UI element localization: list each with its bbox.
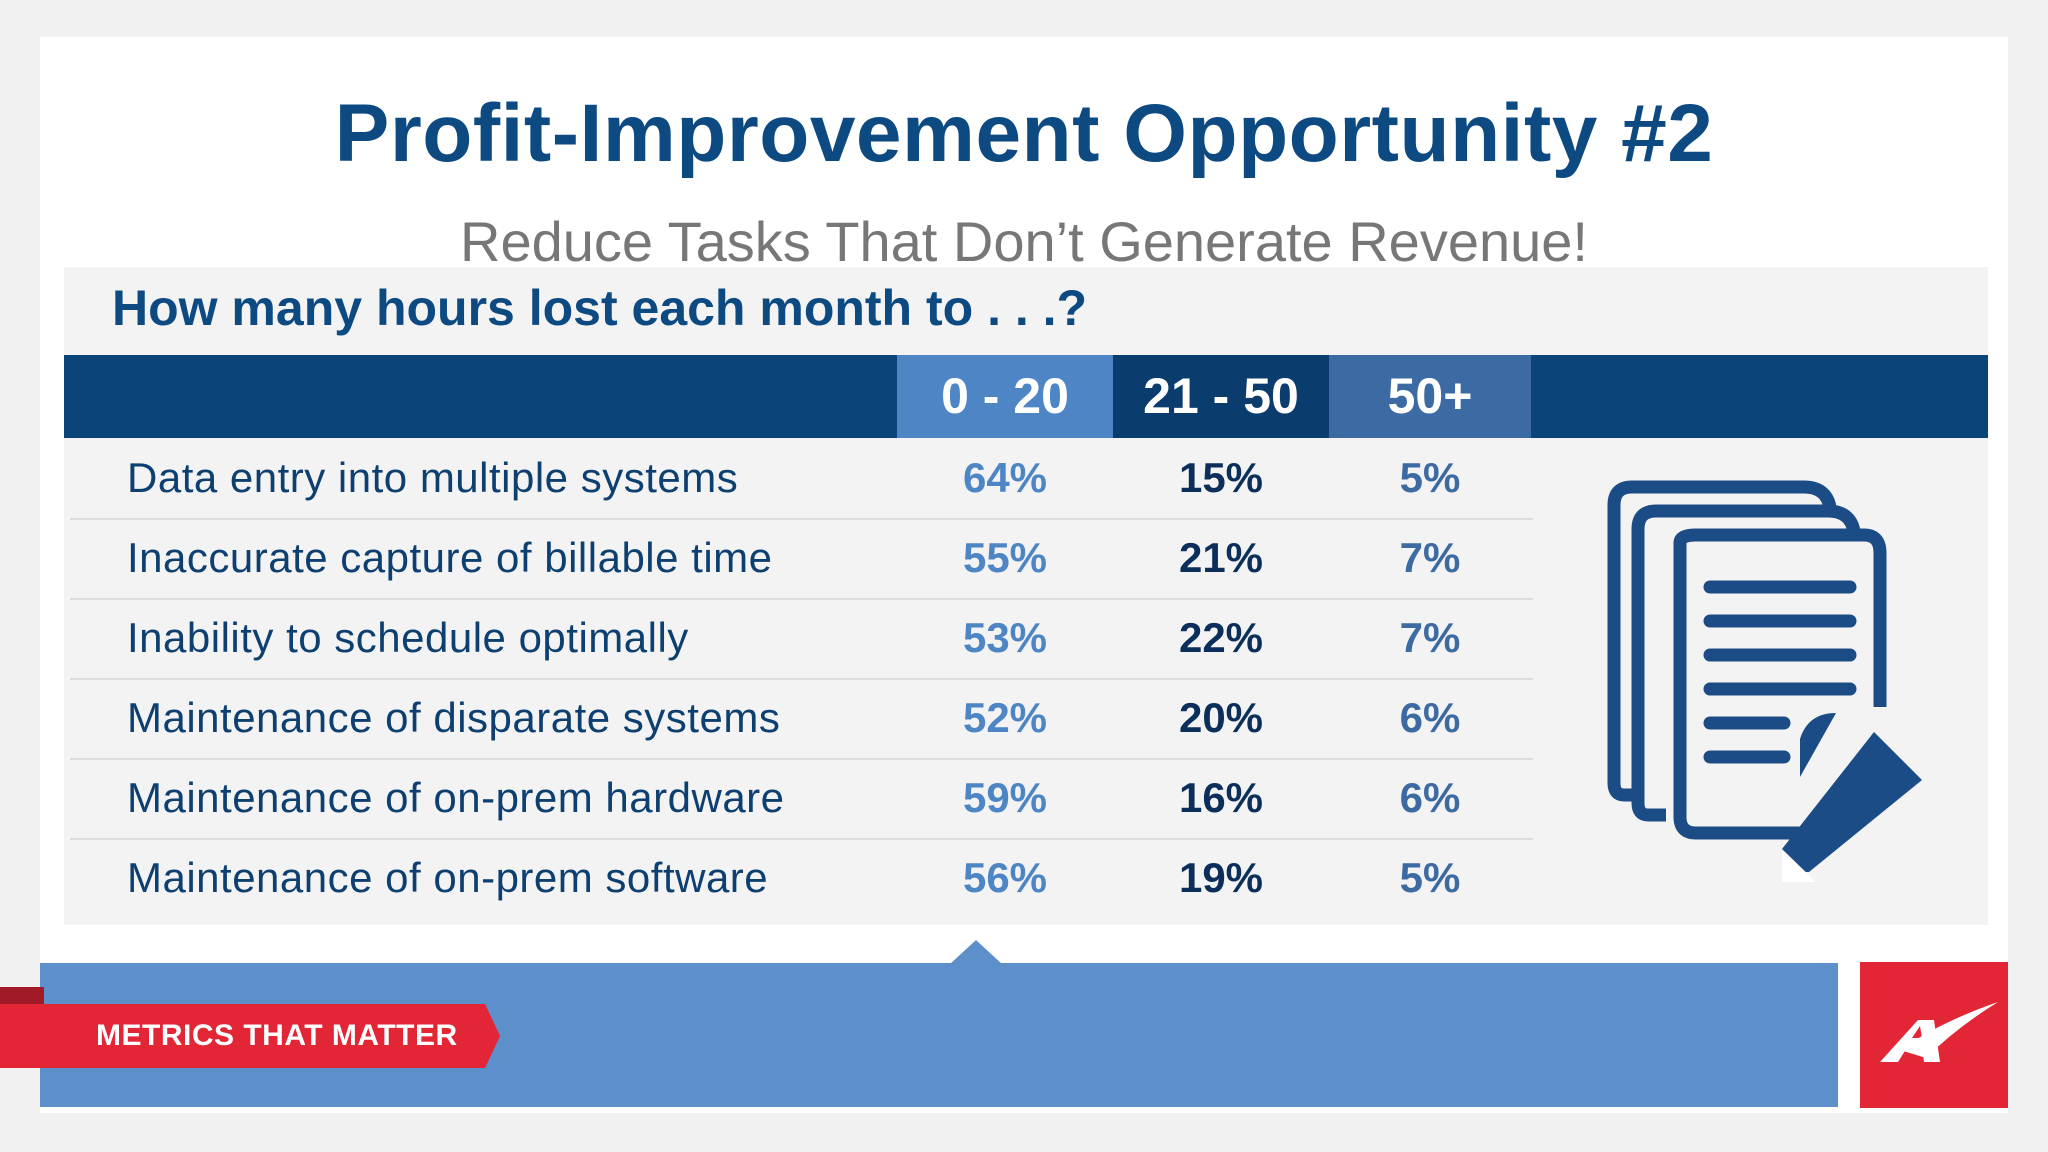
table-row: Maintenance of on-prem hardware 59% 16% … (70, 758, 1533, 840)
row-label: Maintenance of on-prem software (127, 854, 769, 901)
value-21-50: 19% (1178, 854, 1264, 901)
value-50-plus: 7% (1399, 534, 1461, 581)
metrics-ribbon: METRICS THAT MATTER (0, 1004, 500, 1068)
value-50-plus: 6% (1399, 694, 1461, 741)
value-0-20: 64% (962, 454, 1048, 501)
survey-question: How many hours lost each month to . . .? (112, 280, 1088, 336)
value-0-20: 59% (962, 774, 1048, 821)
value-50-plus: 5% (1399, 854, 1461, 901)
ribbon-fold (0, 987, 44, 1007)
column-header-0-20: 0 - 20 (897, 355, 1113, 438)
row-label: Maintenance of disparate systems (127, 694, 781, 741)
table-header: 0 - 20 21 - 50 50+ (64, 355, 1988, 438)
row-label: Maintenance of on-prem hardware (127, 774, 785, 821)
page-title: Profit-Improvement Opportunity #2 (334, 88, 1714, 179)
row-label: Inaccurate capture of billable time (127, 534, 773, 581)
value-0-20: 53% (962, 614, 1048, 661)
value-50-plus: 6% (1399, 774, 1461, 821)
document-edit-icon (1607, 480, 1922, 882)
brand-logo (1860, 962, 2008, 1108)
value-50-plus: 7% (1399, 614, 1461, 661)
value-0-20: 55% (962, 534, 1048, 581)
value-21-50: 15% (1178, 454, 1264, 501)
column-header-21-50: 21 - 50 (1113, 355, 1329, 438)
page-subtitle: Reduce Tasks That Don’t Generate Revenue… (460, 210, 1588, 273)
value-0-20: 56% (962, 854, 1048, 901)
table-row: Inability to schedule optimally 53% 22% … (70, 598, 1533, 680)
survey-table-panel: How many hours lost each month to . . .?… (64, 267, 1988, 925)
value-21-50: 21% (1178, 534, 1264, 581)
table-row: Maintenance of on-prem software 56% 19% … (70, 838, 1533, 918)
row-label: Inability to schedule optimally (127, 614, 689, 661)
ribbon-label: METRICS THAT MATTER (96, 1019, 458, 1052)
column-header-50-plus: 50+ (1329, 355, 1531, 438)
row-label: Data entry into multiple systems (127, 454, 739, 501)
value-50-plus: 5% (1399, 454, 1461, 501)
table-row: Inaccurate capture of billable time 55% … (70, 518, 1533, 600)
value-21-50: 20% (1178, 694, 1264, 741)
brand-logo-icon (1880, 1002, 1998, 1062)
value-0-20: 52% (962, 694, 1048, 741)
table-row: Maintenance of disparate systems 52% 20%… (70, 678, 1533, 760)
footer-notch (950, 940, 1002, 964)
table-row: Data entry into multiple systems 64% 15%… (70, 438, 1533, 520)
value-21-50: 16% (1178, 774, 1264, 821)
value-21-50: 22% (1178, 614, 1264, 661)
